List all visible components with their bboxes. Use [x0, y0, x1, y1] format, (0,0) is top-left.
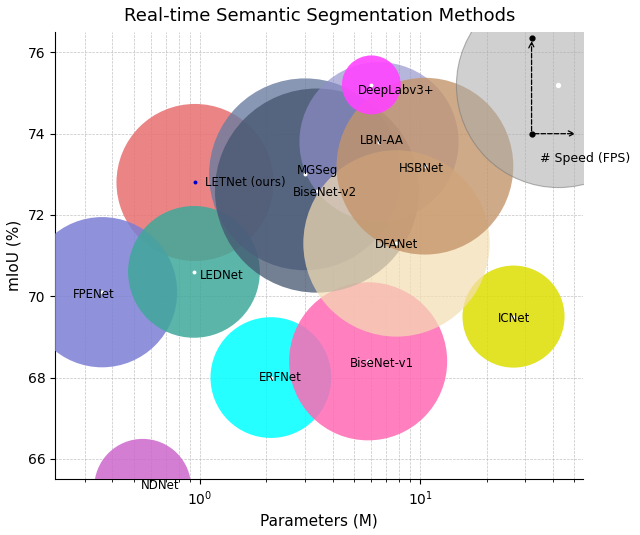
X-axis label: Parameters (M): Parameters (M) — [260, 513, 378, 528]
Text: LETNet (ours): LETNet (ours) — [205, 176, 285, 189]
Text: NDNet: NDNet — [141, 479, 180, 492]
Text: FPENet: FPENet — [73, 288, 115, 301]
Text: DeepLabv3+: DeepLabv3+ — [358, 85, 435, 97]
Point — [420, 162, 430, 171]
Point — [266, 373, 276, 382]
Text: ICNet: ICNet — [498, 312, 530, 325]
Point — [300, 170, 310, 179]
Point — [363, 357, 373, 365]
Point — [552, 81, 563, 89]
Text: # Speed (FPS): # Speed (FPS) — [540, 152, 630, 165]
Text: LEDNet: LEDNet — [200, 270, 244, 282]
Text: BiseNet-v1: BiseNet-v1 — [350, 357, 414, 370]
Point — [366, 81, 376, 89]
Point — [366, 81, 376, 89]
Point — [508, 312, 518, 321]
Text: BiseNet-v2: BiseNet-v2 — [293, 186, 357, 199]
Point — [374, 137, 384, 146]
Text: ERFNet: ERFNet — [259, 371, 301, 384]
Point — [138, 483, 148, 492]
Point — [266, 373, 276, 382]
Point — [312, 186, 322, 195]
Point — [190, 178, 200, 187]
Title: Real-time Semantic Segmentation Methods: Real-time Semantic Segmentation Methods — [124, 7, 515, 25]
Point — [97, 288, 108, 296]
Text: HSBNet: HSBNet — [399, 162, 444, 175]
Point — [190, 178, 200, 187]
Point — [97, 288, 108, 296]
Text: DFANet: DFANet — [374, 238, 418, 251]
Point — [189, 268, 199, 276]
Point — [527, 129, 537, 138]
Point — [508, 312, 518, 321]
Point — [420, 162, 430, 171]
Text: MGSeg: MGSeg — [297, 164, 338, 177]
Point — [363, 357, 373, 365]
Point — [391, 239, 401, 248]
Point — [189, 268, 199, 276]
Y-axis label: mIoU (%): mIoU (%) — [7, 220, 22, 291]
Point — [527, 34, 537, 42]
Point — [552, 81, 563, 89]
Text: LBN-AA: LBN-AA — [360, 134, 403, 148]
Point — [374, 137, 384, 146]
Point — [138, 483, 148, 492]
Point — [312, 186, 322, 195]
Point — [391, 239, 401, 248]
Point — [300, 170, 310, 179]
